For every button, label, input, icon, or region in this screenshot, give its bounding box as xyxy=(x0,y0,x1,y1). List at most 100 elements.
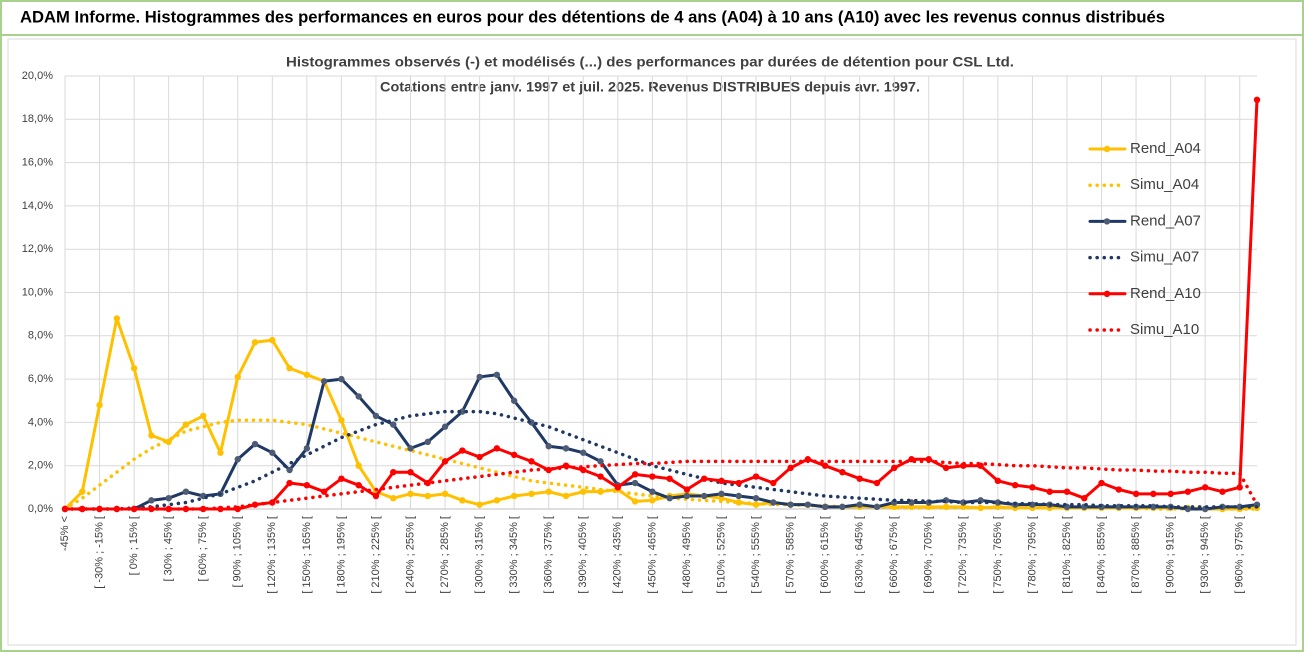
data-point xyxy=(649,497,656,504)
data-point xyxy=(234,373,241,381)
x-tick-label: [ 780% ; 795% [ xyxy=(1026,516,1038,594)
data-point xyxy=(597,458,604,465)
chart-subtitle: Histogrammes observés (-) et modélisés (… xyxy=(286,54,1014,70)
data-point xyxy=(476,501,483,508)
data-point xyxy=(251,339,259,346)
data-point xyxy=(1253,96,1261,104)
x-tick-label: [ 150% ; 165% [ xyxy=(301,516,313,594)
data-point xyxy=(839,503,846,511)
x-tick-label: [ 30% ; 45% [ xyxy=(163,516,175,581)
data-point xyxy=(96,401,103,409)
data-point xyxy=(286,479,293,487)
legend: Rend_A04 Simu_A04 Rend_A07 Simu_A07 Rend_A10… xyxy=(1088,140,1201,338)
x-tick-label: [ 210% ; 225% [ xyxy=(370,516,382,594)
chart-subtitle: Cotations entre janv. 1997 et juil. 2025… xyxy=(380,79,920,95)
data-point xyxy=(303,371,311,378)
data-point xyxy=(545,443,552,450)
data-point xyxy=(320,378,328,385)
data-point xyxy=(459,408,466,415)
x-tick-label: [ 540% ; 555% [ xyxy=(750,516,762,594)
data-point xyxy=(1236,484,1243,491)
data-point xyxy=(873,503,881,511)
data-point xyxy=(787,501,794,508)
x-tick-label: [ 240% ; 255% [ xyxy=(404,516,416,594)
legend-marker xyxy=(1103,145,1111,153)
y-tick-label: 6,0% xyxy=(28,373,53,385)
data-point xyxy=(1201,484,1209,491)
data-point xyxy=(493,445,501,452)
data-point xyxy=(597,473,604,480)
data-point xyxy=(1132,490,1140,498)
data-point xyxy=(217,449,224,456)
data-point xyxy=(545,466,552,474)
data-point xyxy=(234,456,241,463)
data-point xyxy=(735,492,742,500)
data-point xyxy=(1063,488,1071,495)
data-point xyxy=(510,397,518,404)
legend-label: Rend_A10 xyxy=(1130,285,1201,302)
x-tick-label: [ 960% ; 975% [ xyxy=(1234,516,1246,594)
data-point xyxy=(390,468,397,476)
series-line xyxy=(63,459,1259,511)
data-point xyxy=(338,475,345,482)
data-point xyxy=(1115,486,1122,493)
data-point xyxy=(303,445,311,452)
data-point xyxy=(130,365,138,372)
data-point xyxy=(1081,494,1088,502)
data-point xyxy=(700,475,708,482)
data-point xyxy=(390,421,397,428)
data-point xyxy=(770,499,777,506)
legend-label: Simu_A10 xyxy=(1130,321,1199,338)
legend-label: Rend_A04 xyxy=(1130,140,1201,157)
data-point xyxy=(372,492,380,500)
data-point xyxy=(407,468,414,476)
data-point xyxy=(200,412,207,420)
data-point xyxy=(372,412,380,420)
x-tick-label: [ 720% ; 735% [ xyxy=(957,516,969,594)
data-point xyxy=(459,447,466,454)
x-tick-label: [ 120% ; 135% [ xyxy=(266,516,278,594)
data-point xyxy=(752,494,760,502)
x-tick-label: [ 870% ; 885% [ xyxy=(1130,516,1142,594)
data-point xyxy=(700,492,708,500)
y-tick-label: 10,0% xyxy=(22,286,53,298)
data-point xyxy=(718,490,725,498)
y-tick-label: 14,0% xyxy=(22,200,53,212)
data-point xyxy=(182,488,190,495)
data-point xyxy=(390,494,397,502)
series-line xyxy=(63,316,1259,511)
x-tick-label: [ 60% ; 75% [ xyxy=(197,516,209,581)
data-point xyxy=(407,490,414,498)
data-point xyxy=(752,473,760,480)
data-point xyxy=(355,393,362,400)
data-point xyxy=(79,505,86,513)
data-point xyxy=(562,492,570,500)
x-tick-label: [ 570% ; 585% [ xyxy=(784,516,796,594)
y-tick-label: 0,0% xyxy=(28,503,53,515)
legend-label: Rend_A07 xyxy=(1130,212,1201,229)
data-point xyxy=(424,438,431,446)
y-tick-label: 2,0% xyxy=(28,460,53,472)
y-tick-label: 18,0% xyxy=(22,113,53,125)
data-point xyxy=(1150,490,1157,498)
data-point xyxy=(113,315,121,322)
data-point xyxy=(873,479,881,487)
chart-title: ADAM Informe. Histogrammes des performan… xyxy=(20,7,1165,26)
data-point xyxy=(856,501,863,508)
x-tick-label: [ 330% ; 345% [ xyxy=(508,516,520,594)
data-point xyxy=(182,421,190,428)
data-point xyxy=(649,488,656,495)
data-point xyxy=(994,477,1002,485)
x-tick-label: [ 390% ; 405% [ xyxy=(577,516,589,594)
data-point xyxy=(1029,484,1036,491)
data-point xyxy=(666,475,673,482)
x-tick-label: [ 810% ; 825% [ xyxy=(1061,516,1073,594)
data-point xyxy=(1236,503,1243,511)
x-tick-label: [ 0% ; 15% [ xyxy=(128,516,140,575)
x-tick-label: [ 450% ; 465% [ xyxy=(646,516,658,594)
x-tick-label: [ 750% ; 765% [ xyxy=(992,516,1004,594)
data-point xyxy=(407,445,414,452)
data-point xyxy=(821,462,829,469)
data-point xyxy=(441,458,449,465)
